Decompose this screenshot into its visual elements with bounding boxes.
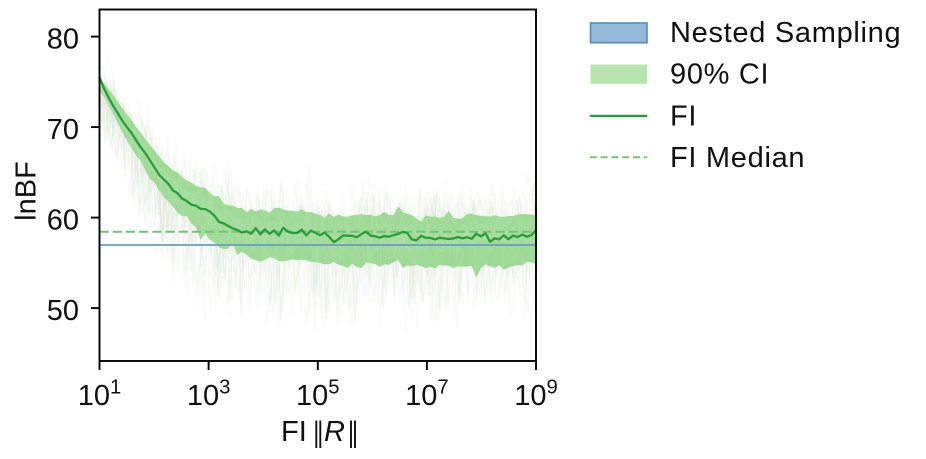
- svg-text:80: 80: [47, 23, 79, 55]
- svg-text:107: 107: [405, 377, 449, 413]
- svg-text:Nested Sampling: Nested Sampling: [670, 17, 901, 49]
- svg-text:R: R: [324, 416, 345, 448]
- svg-text:50: 50: [47, 295, 79, 327]
- svg-text:90% CI: 90% CI: [670, 58, 769, 90]
- svg-text:FI: FI: [670, 100, 697, 132]
- svg-text:FI Median: FI Median: [670, 142, 805, 174]
- svg-text:FI: FI: [281, 416, 307, 448]
- svg-text:70: 70: [47, 114, 79, 146]
- svg-text:60: 60: [47, 204, 79, 236]
- svg-text:lnBF: lnBF: [11, 161, 43, 221]
